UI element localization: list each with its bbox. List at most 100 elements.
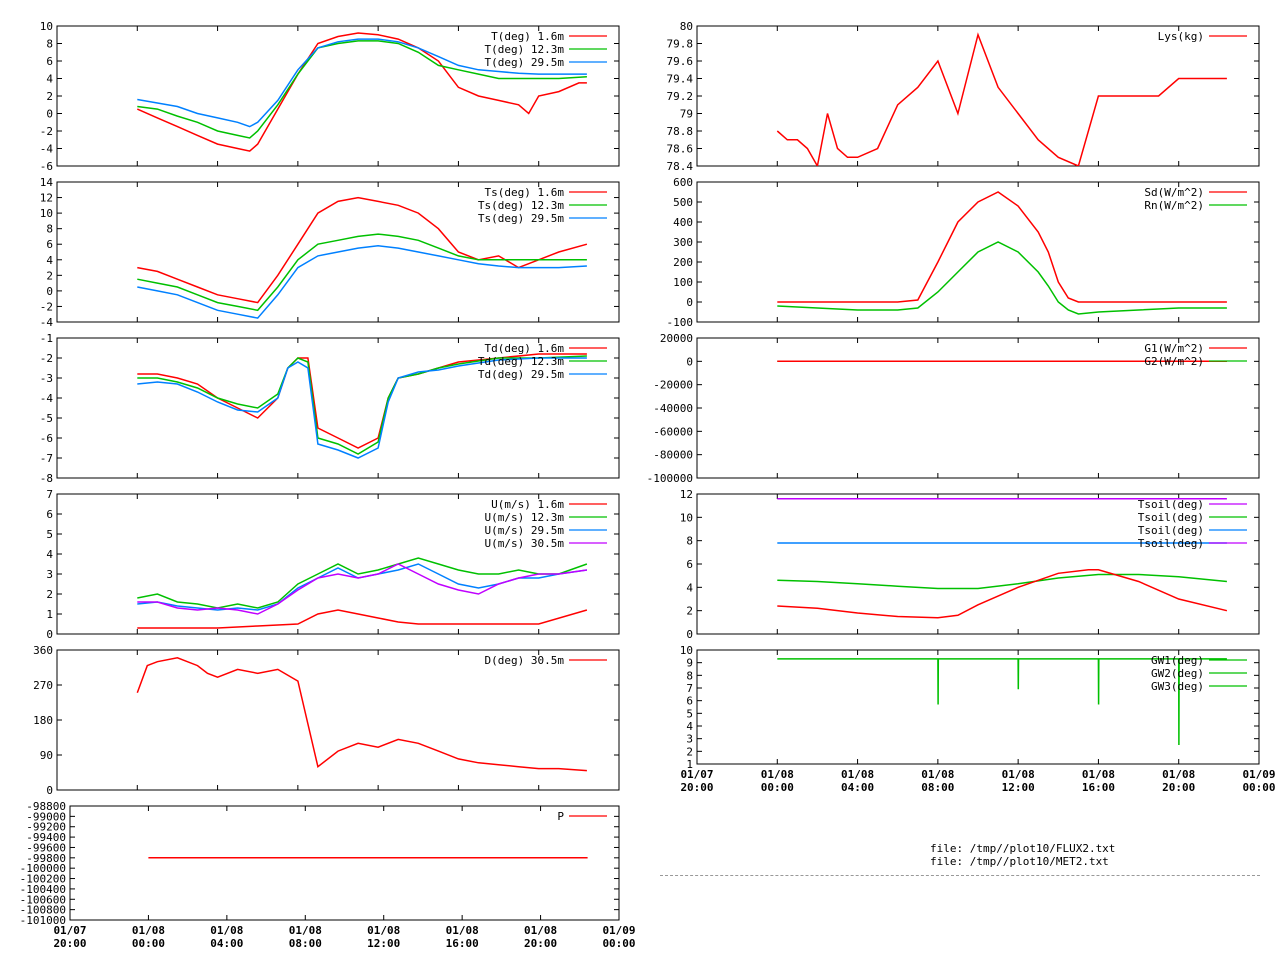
y-tick-label: -99400	[26, 831, 66, 844]
legend-label: Ts(deg) 29.5m	[478, 212, 564, 225]
x-tick-label: 20:00	[1162, 781, 1195, 794]
x-tick-label: 12:00	[1002, 781, 1035, 794]
x-tick-label: 01/08	[289, 924, 322, 937]
y-tick-label: 10	[40, 20, 53, 33]
y-tick-label: 300	[673, 236, 693, 249]
y-tick-label: 4	[46, 548, 53, 561]
y-tick-label: 79.2	[667, 90, 694, 103]
legend-label: U(m/s) 30.5m	[485, 537, 565, 550]
plot-frame	[69, 805, 620, 921]
y-tick-label: 8	[686, 535, 693, 548]
y-tick-label: 6	[46, 55, 53, 68]
series-line	[777, 191, 1227, 303]
y-tick-label: 6	[686, 695, 693, 708]
series-line	[137, 357, 587, 459]
series-line	[777, 658, 1227, 746]
y-tick-label: 78.4	[667, 160, 694, 173]
x-tick-label: 12:00	[367, 937, 400, 950]
y-tick-label: -4	[40, 392, 54, 405]
chart-panel: 0 90 180 270 360 D(deg) 30.5m	[33, 644, 620, 797]
legend-label: Sd(W/m^2)	[1144, 186, 1204, 199]
x-tick-label: 20:00	[53, 937, 86, 950]
series-line	[777, 573, 1227, 590]
file-label: file: /tmp//plot10/MET2.txt	[930, 855, 1109, 868]
legend-label: Tsoil(deg)	[1138, 498, 1204, 511]
y-tick-label: 20000	[660, 332, 693, 345]
legend-label: Lys(kg)	[1158, 30, 1204, 43]
y-tick-label: -99200	[26, 821, 66, 834]
x-tick-label: 04:00	[210, 937, 243, 950]
x-tick-label: 08:00	[921, 781, 954, 794]
x-tick-label: 20:00	[680, 781, 713, 794]
x-tick-label: 01/09	[1242, 768, 1275, 781]
legend-label: U(m/s) 1.6m	[491, 498, 564, 511]
x-tick-label: 00:00	[761, 781, 794, 794]
x-tick-label: 01/08	[210, 924, 243, 937]
x-tick-label: 01/08	[761, 768, 794, 781]
plot-frame	[56, 337, 620, 479]
legend-label: Tsoil(deg)	[1138, 524, 1204, 537]
legend-label: U(m/s) 29.5m	[485, 524, 565, 537]
y-tick-label: -2	[40, 352, 53, 365]
y-tick-label: -99800	[26, 852, 66, 865]
chart-panel: 0 1 2 3 4 5 6 7 U(m/s) 1.6mU(m/s) 12.3mU(m/s) 29…	[46, 488, 620, 641]
legend-label: Tsoil(deg)	[1138, 537, 1204, 550]
y-tick-label: 200	[673, 256, 693, 269]
chart-panel: -101000-100800-100600-100400-100200-1000…	[20, 800, 636, 950]
series-line	[136, 657, 587, 772]
series-line	[137, 245, 587, 319]
x-tick-label: 00:00	[1242, 781, 1275, 794]
series-line	[777, 241, 1227, 315]
y-tick-label: 6	[686, 558, 693, 571]
legend-label: Rn(W/m^2)	[1144, 199, 1204, 212]
y-tick-label: 0	[46, 784, 53, 797]
legend-label: GW1(deg)	[1151, 654, 1204, 667]
chart-panel: 78.4 78.6 78.8 79 79.2 79.4 79.6 79.8 80 Lys(kg)	[667, 20, 1260, 173]
x-tick-label: 16:00	[446, 937, 479, 950]
series-line	[137, 355, 587, 455]
y-tick-label: 8	[46, 223, 53, 236]
legend-label: Td(deg) 1.6m	[485, 342, 565, 355]
y-tick-label: -100800	[20, 904, 66, 917]
legend-label: GW2(deg)	[1151, 667, 1204, 680]
y-tick-label: 4	[686, 720, 693, 733]
y-tick-label: 2	[46, 90, 53, 103]
y-tick-label: 270	[33, 679, 53, 692]
x-tick-label: 01/08	[367, 924, 400, 937]
y-tick-label: -98800	[26, 800, 66, 813]
plot-frame	[56, 493, 620, 635]
x-tick-label: 01/07	[53, 924, 86, 937]
y-tick-label: 80	[680, 20, 693, 33]
legend-label: T(deg) 1.6m	[491, 30, 564, 43]
legend-label: Tsoil(deg)	[1138, 511, 1204, 524]
divider-line	[660, 875, 1260, 876]
y-tick-label: 12	[680, 488, 693, 501]
y-tick-label: 2	[46, 269, 53, 282]
x-tick-label: 01/08	[1002, 768, 1035, 781]
y-tick-label: -2	[40, 125, 53, 138]
y-tick-label: 0	[46, 108, 53, 121]
x-tick-label: 00:00	[132, 937, 165, 950]
x-tick-label: 01/08	[1162, 768, 1195, 781]
y-tick-label: 1	[686, 758, 693, 771]
series-line	[777, 569, 1228, 619]
series-line	[137, 609, 588, 629]
series-line	[137, 557, 588, 609]
y-tick-label: 6	[46, 508, 53, 521]
y-tick-label: -99600	[26, 841, 66, 854]
y-tick-label: 3	[46, 568, 53, 581]
y-tick-label: 90	[40, 749, 53, 762]
chart-panel: 1234567891001/0720:0001/0800:0001/0804:0…	[680, 644, 1276, 794]
series-line	[137, 563, 588, 615]
plot-frame	[56, 181, 620, 323]
y-tick-label: 360	[33, 644, 53, 657]
file-label: file: /tmp//plot10/FLUX2.txt	[930, 842, 1116, 855]
y-tick-label: 4	[46, 254, 53, 267]
legend-label: P	[557, 810, 564, 823]
y-tick-label: 10	[680, 511, 693, 524]
chart-panel: -100000 -80000 -60000 -40000 -20000 0 20000 G1(…	[647, 332, 1260, 485]
y-tick-label: 4	[686, 581, 693, 594]
x-tick-label: 04:00	[841, 781, 874, 794]
